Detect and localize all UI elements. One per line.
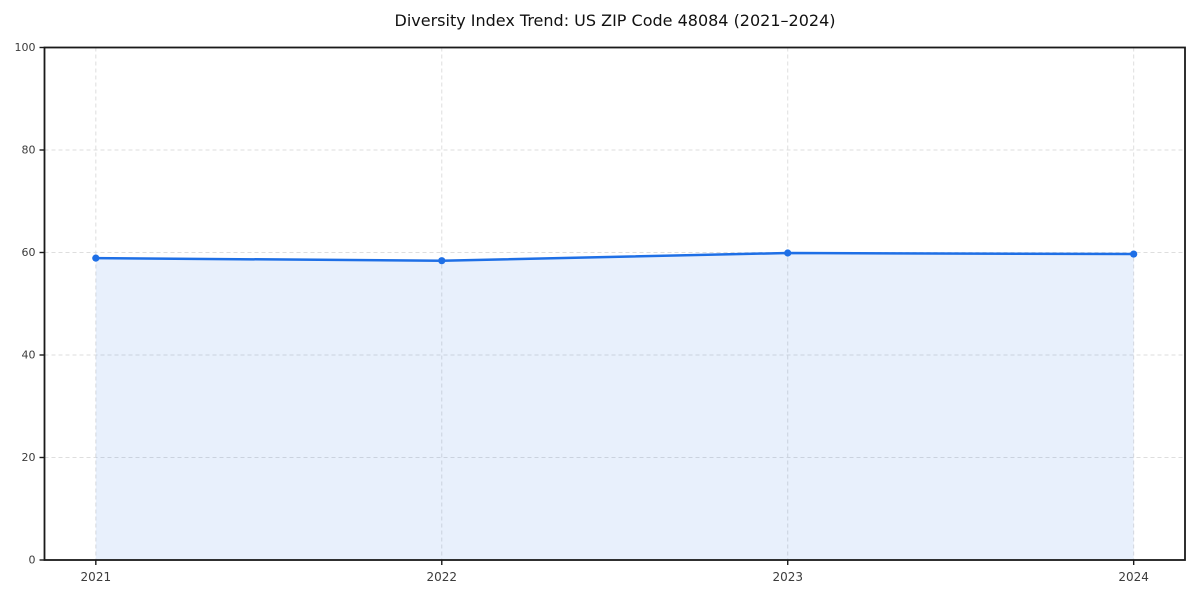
chart-title: Diversity Index Trend: US ZIP Code 48084… <box>394 11 836 30</box>
y-axis-tick-label: 100 <box>15 41 36 54</box>
x-axis-tick-label: 2021 <box>81 570 112 584</box>
axis-spine-box <box>43 46 1186 561</box>
data-point-marker <box>1130 250 1138 258</box>
data-point-marker <box>784 249 792 257</box>
y-axis-tick-label: 20 <box>22 451 36 464</box>
data-point-marker <box>92 254 100 262</box>
y-axis-tick-label: 60 <box>22 246 36 259</box>
x-axis-tick-label: 2022 <box>427 570 458 584</box>
x-axis-tick-label: 2024 <box>1118 570 1149 584</box>
y-axis-tick-label: 0 <box>29 554 36 567</box>
area-fill <box>95 253 1134 560</box>
y-axis-tick-label: 40 <box>22 349 36 362</box>
trend-line <box>94 251 1135 262</box>
y-axis-tick-label: 80 <box>22 144 36 157</box>
x-axis-tick-label: 2023 <box>772 570 803 584</box>
data-point-marker <box>438 257 446 265</box>
